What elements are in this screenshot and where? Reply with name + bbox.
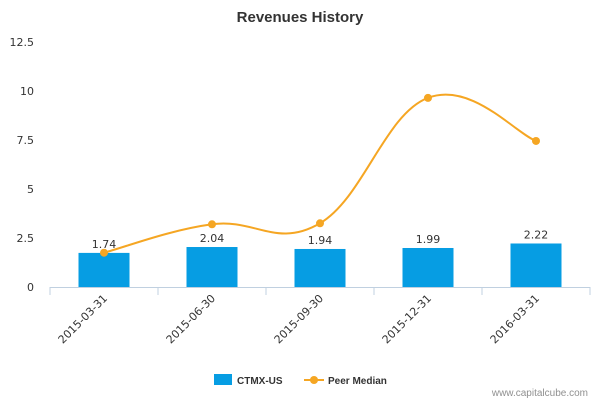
line-point[interactable] [100,248,108,257]
line-point[interactable] [208,220,216,229]
y-axis: 0 2.5 5 7.5 10 12.5 [10,36,35,294]
x-tick-label: 2015-03-31 [56,292,110,346]
bar-data-label: 2.22 [524,228,549,241]
credit-text[interactable]: www.capitalcube.com [491,388,588,399]
y-tick-label: 10 [20,85,34,98]
bar-data-label: 1.94 [308,234,333,247]
legend-swatch-marker [310,376,318,384]
x-tick-label: 2015-12-31 [380,292,434,346]
peer-median-line [103,93,537,254]
bar[interactable] [510,243,562,287]
x-tick-label: 2015-06-30 [164,292,218,346]
bar[interactable] [294,248,346,287]
chart-title: Revenues History [237,9,364,26]
x-tick-label: 2016-03-31 [488,292,542,346]
y-tick-label: 2.5 [17,232,35,245]
legend-swatch-bar [214,374,232,385]
legend-label-bar[interactable]: CTMX-US [237,376,283,387]
bar[interactable] [402,247,454,287]
line-series [100,93,540,257]
legend-label-line[interactable]: Peer Median [328,376,387,387]
bar[interactable] [78,252,130,287]
bar-data-labels: 1.74 2.04 1.94 1.99 2.22 [92,228,549,250]
line-point[interactable] [316,219,324,228]
y-tick-label: 7.5 [17,134,35,147]
y-tick-label: 12.5 [10,36,35,49]
bar-data-label: 1.99 [416,233,441,246]
line-point[interactable] [424,93,432,102]
bar-data-label: 2.04 [200,232,225,245]
bar[interactable] [186,247,238,287]
bar-data-label: 1.74 [92,238,117,251]
line-point[interactable] [532,136,540,145]
x-tick-label: 2015-09-30 [272,292,326,346]
x-axis: 2015-03-31 2015-06-30 2015-09-30 2015-12-31… [49,287,591,346]
bar-series [78,243,562,287]
legend: CTMX-US Peer Median [214,374,387,387]
y-tick-label: 0 [27,281,34,294]
y-tick-label: 5 [27,183,34,196]
